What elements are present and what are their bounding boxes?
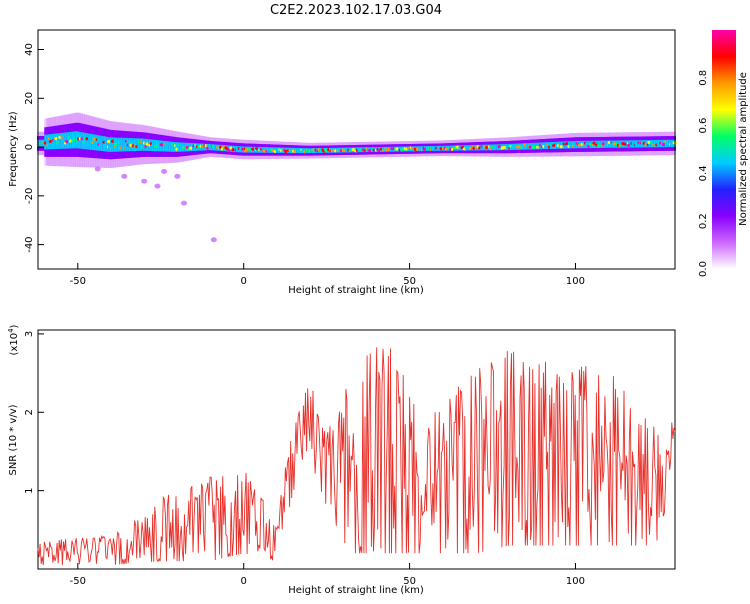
y-tick-label: -20	[24, 188, 35, 204]
heatmap-outlier	[180, 200, 187, 206]
snr-panel: -50 0 50 100 1 2 3 Height of straight line (k…	[7, 324, 676, 596]
svg-text:(x104): (x104)	[7, 324, 20, 355]
spectrogram-frame	[37, 29, 676, 270]
x-tick-label: -50	[70, 576, 86, 587]
x-tick-label: 100	[566, 576, 585, 587]
x-tick-label: -50	[70, 276, 86, 287]
heatmap-outlier	[94, 166, 101, 172]
heatmap-outlier	[161, 168, 168, 174]
x-tick-label: 0	[241, 576, 247, 587]
snr-y-label: SNR (10 * v/v)	[8, 404, 19, 475]
colorbar-gradient	[712, 30, 736, 269]
colorbar-ticks: 0.0 0.2 0.4 0.6 0.8	[698, 70, 709, 277]
x-tick-label: 50	[403, 276, 416, 287]
snr-y-scale-close: )	[9, 324, 20, 328]
x-tick-label: 50	[403, 576, 416, 587]
x-tick-label: 100	[566, 276, 585, 287]
snr-series-line	[37, 347, 676, 566]
colorbar-label: Normalized spectral amplitude	[738, 72, 749, 226]
snr-y-scale-exponent: 4	[7, 328, 15, 333]
spectrogram-x-label: Height of straight line (km)	[288, 285, 424, 296]
colorbar-tick-label: 0.6	[698, 118, 709, 134]
heatmap-outlier	[174, 173, 181, 179]
spectrogram-heatmap	[36, 112, 678, 243]
colorbar-tick-label: 0.4	[698, 165, 709, 181]
x-tick-label: 0	[241, 276, 247, 287]
heatmap-outlier	[141, 178, 148, 184]
snr-frame	[37, 329, 676, 570]
heatmap-outlier	[154, 183, 161, 189]
y-tick-label: 1	[24, 487, 35, 493]
heatmap-outlier	[210, 237, 217, 243]
colorbar-tick-label: 0.0	[698, 261, 709, 277]
colorbar-tick-label: 0.2	[698, 213, 709, 229]
spectrogram-y-label: Frequency (Hz)	[8, 111, 19, 187]
heatmap-outlier	[121, 173, 128, 179]
spectrogram-x-ticks: -50 0 50 100	[70, 263, 585, 287]
spectrogram-y-ticks: -40 -20 0 20 40	[24, 43, 44, 253]
colorbar-tick-label: 0.8	[698, 70, 709, 86]
spectrogram-panel: -50 0 50 100 -40 -20 0 20 40 Height of straight…	[8, 29, 678, 296]
figure-title: C2E2.2023.102.17.03.G04	[270, 3, 442, 18]
snr-y-ticks: 1 2 3	[24, 331, 44, 494]
snr-x-ticks: -50 0 50 100	[70, 563, 585, 587]
y-tick-label: 2	[24, 409, 35, 415]
y-tick-label: 40	[24, 43, 35, 56]
colorbar: 0.0 0.2 0.4 0.6 0.8 Normalized spectral ampl…	[698, 30, 749, 277]
y-tick-label: 3	[24, 331, 35, 337]
y-tick-label: 20	[24, 92, 35, 105]
snr-y-scale-base: (x10	[9, 333, 20, 356]
snr-y-scale: (x104)	[7, 324, 20, 355]
snr-x-label: Height of straight line (km)	[288, 585, 424, 596]
y-tick-label: -40	[24, 236, 35, 252]
y-tick-label: 0	[24, 144, 35, 150]
